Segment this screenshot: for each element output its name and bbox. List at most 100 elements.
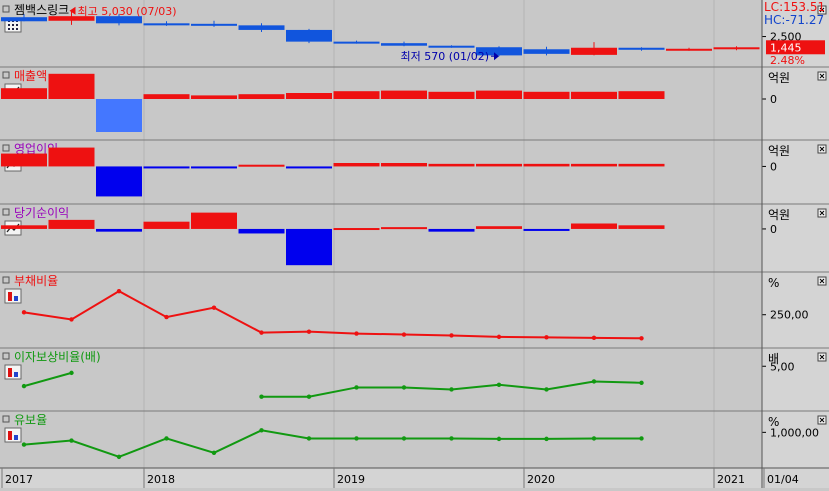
series-point — [69, 438, 74, 443]
value-bar — [476, 90, 522, 99]
series-point — [21, 383, 27, 389]
panel-collapse-box[interactable] — [2, 5, 10, 13]
close-icon[interactable] — [817, 352, 827, 362]
value-bar — [143, 166, 190, 169]
panel-collapse-box[interactable] — [2, 144, 10, 152]
close-icon[interactable] — [817, 415, 827, 425]
bar-chart-icon[interactable] — [4, 288, 22, 304]
candle-body — [571, 47, 617, 55]
bar-chart-icon[interactable] — [4, 427, 22, 443]
axis-unit-label: 억원 — [768, 144, 790, 158]
series-point — [401, 385, 407, 390]
tick-label: 0 — [770, 93, 777, 106]
series-point — [449, 387, 454, 392]
panel-collapse-box[interactable] — [2, 276, 10, 284]
candle-body — [713, 47, 760, 50]
axis-unit-label: 억원 — [768, 71, 790, 85]
close-cross — [819, 73, 825, 79]
series-point — [259, 394, 264, 399]
value-bar — [286, 228, 332, 266]
candle-body — [286, 29, 332, 42]
value-bar — [523, 163, 570, 167]
annotation-arrow-icon — [494, 52, 499, 61]
series-point — [401, 436, 407, 441]
x-axis-label: 01/04 — [767, 473, 799, 486]
close-icon[interactable] — [817, 208, 827, 218]
candle-body — [333, 41, 380, 44]
annotation-low: 최저 570 (01/02) — [400, 50, 489, 63]
panel-op: 영업이익 억원 0 — [0, 142, 829, 205]
close-icon[interactable] — [817, 5, 827, 15]
value-bar — [333, 91, 380, 99]
series-point — [639, 436, 644, 441]
x-axis-background — [0, 468, 829, 488]
panel-collapse-box[interactable] — [2, 71, 10, 79]
axis-unit-label: % — [768, 415, 779, 429]
value-bar — [428, 228, 475, 232]
value-bar — [191, 166, 237, 169]
value-bar — [238, 228, 285, 234]
icon-dot — [8, 28, 10, 30]
candle-body — [523, 49, 570, 54]
panel-collapse-box[interactable] — [2, 208, 10, 216]
candle-body — [48, 16, 95, 21]
panel-title: 매출액 — [14, 69, 47, 83]
value-bar — [476, 163, 522, 167]
series-point — [496, 436, 502, 442]
value-bar — [428, 91, 475, 99]
series-point — [591, 335, 597, 341]
annotation-high: 최고 5,030 (07/03) — [78, 5, 177, 18]
x-axis-label: 2018 — [147, 473, 175, 486]
change-percent: 2.48% — [770, 54, 805, 67]
tick-label: 0 — [770, 223, 777, 236]
series-point — [354, 385, 359, 390]
series-point — [544, 335, 549, 340]
series-point — [354, 331, 359, 336]
close-icon[interactable] — [817, 276, 827, 286]
series-point — [639, 336, 644, 341]
series-point — [639, 380, 644, 386]
series-point — [496, 334, 502, 340]
value-bar — [618, 91, 665, 99]
value-bar — [96, 228, 142, 232]
candle-body — [96, 16, 142, 24]
series-point — [449, 333, 454, 338]
value-bar — [191, 95, 237, 99]
value-bar — [48, 73, 95, 99]
value-bar — [381, 90, 427, 99]
panel-interest: 이자보상비율(배) 배5,00 — [0, 350, 829, 412]
panel-collapse-box[interactable] — [2, 415, 10, 423]
value-bar — [286, 93, 332, 99]
axis-unit-label: 억원 — [768, 208, 790, 222]
annotation-arrow-icon — [69, 6, 76, 15]
series-point — [306, 436, 312, 441]
icon-dot — [16, 28, 18, 30]
value-bar — [143, 221, 190, 229]
panel-title: 영업이익 — [14, 142, 58, 156]
icon-frame — [4, 364, 22, 380]
close-cross — [819, 210, 825, 216]
x-axis: 2017 2018 2019 2020 2021 01/04 — [0, 467, 829, 488]
series-point — [259, 330, 264, 335]
x-axis-label: 2017 — [5, 473, 33, 486]
icon-dot — [8, 24, 10, 26]
value-bar — [381, 163, 427, 167]
close-icon[interactable] — [817, 144, 827, 154]
panel-sales: 매출액 억원 0 — [0, 69, 829, 141]
close-icon[interactable] — [817, 71, 827, 81]
candle-body — [191, 23, 237, 26]
panel-collapse-box[interactable] — [2, 352, 10, 360]
series-point — [259, 428, 264, 433]
bar-chart-icon[interactable] — [4, 364, 22, 380]
icon-bar — [14, 435, 18, 440]
value-bar — [96, 166, 142, 197]
series-point — [164, 314, 169, 320]
current-price-box — [766, 40, 825, 55]
value-bar — [523, 228, 570, 231]
hc-readout: HC:-71.27 — [764, 13, 824, 27]
icon-bar — [8, 431, 12, 440]
panel-title: 부채비율 — [14, 274, 58, 288]
value-bar — [191, 212, 237, 229]
